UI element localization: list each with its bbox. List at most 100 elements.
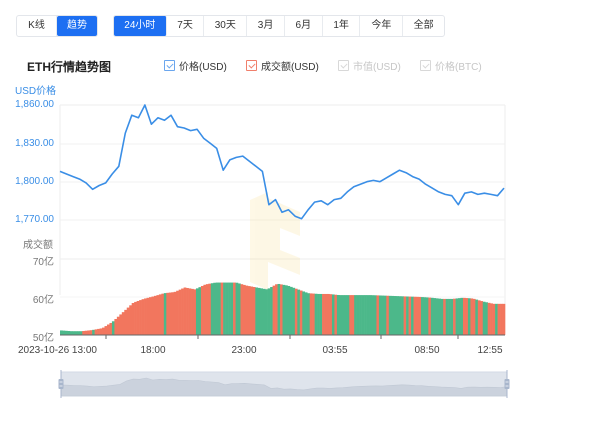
- volume-bar: [440, 298, 444, 335]
- volume-bar: [420, 297, 424, 335]
- volume-bar: [495, 303, 498, 335]
- price-plot-frame: [59, 104, 506, 333]
- volume-bar: [250, 286, 254, 335]
- volume-bar: [223, 282, 226, 335]
- price-ytick: 1,770.00: [15, 214, 54, 225]
- volume-bar: [106, 324, 110, 335]
- kline-button[interactable]: K线: [17, 16, 57, 36]
- volume-bar: [74, 331, 78, 335]
- volume-bar: [141, 299, 145, 335]
- volume-bar: [272, 285, 276, 335]
- x-axis-label: 2023-10-26 13:00: [18, 345, 97, 356]
- price-ytick: 1,830.00: [15, 138, 54, 149]
- range-all-button[interactable]: 全部: [413, 20, 434, 31]
- volume-bar: [430, 297, 434, 335]
- volume-bar: [386, 295, 390, 335]
- x-axis-label: 12:55: [477, 345, 503, 356]
- slider-right-handle[interactable]: [504, 370, 510, 398]
- volume-bar: [161, 293, 165, 335]
- range-30d-button[interactable]: 30天: [204, 16, 248, 36]
- watermark-logo-icon: [250, 192, 300, 290]
- view-mode-toggle: K线 趋势: [16, 15, 98, 37]
- volume-bar: [134, 301, 137, 335]
- price-line: [59, 104, 505, 220]
- slider-left-handle[interactable]: [58, 370, 64, 398]
- range-6m-button[interactable]: 6月: [285, 16, 323, 36]
- volume-bar: [356, 295, 360, 335]
- volume-bar: [346, 295, 350, 335]
- volume-bar: [477, 300, 481, 335]
- chart-title: ETH行情趋势图: [27, 60, 112, 74]
- volume-bar: [240, 284, 244, 335]
- volume-bar: [166, 292, 170, 335]
- volume-bar: [294, 288, 298, 335]
- volume-bar: [210, 283, 214, 335]
- volume-bar: [359, 295, 362, 335]
- volume-bar: [247, 286, 251, 335]
- volume-bar: [289, 286, 293, 335]
- price-ytick: 1,800.00: [15, 176, 54, 187]
- volume-bar: [475, 299, 479, 335]
- volume-bar: [327, 293, 330, 335]
- volume-bar: [265, 289, 268, 335]
- volume-bar: [64, 330, 68, 335]
- volume-bar: [173, 291, 177, 335]
- volume-bar: [181, 288, 184, 335]
- volume-bar: [69, 331, 73, 335]
- volume-bar: [369, 295, 372, 335]
- checkbox-checked-icon[interactable]: [246, 60, 257, 71]
- legend-price-usd[interactable]: 价格(USD): [164, 58, 227, 73]
- range-1y-button[interactable]: 1年: [323, 16, 361, 36]
- volume-bar: [82, 331, 86, 335]
- volume-bar: [149, 297, 152, 335]
- volume-bar: [104, 326, 108, 335]
- volume-bar: [502, 303, 506, 335]
- volume-bar: [450, 298, 454, 335]
- volume-bar: [242, 284, 246, 335]
- range-24h-button[interactable]: 24小时: [114, 16, 167, 36]
- volume-bar: [280, 284, 283, 335]
- volume-bar: [200, 285, 204, 335]
- volume-bar: [366, 295, 370, 335]
- legend-label: 市值(USD): [353, 62, 401, 73]
- volume-bar: [111, 321, 115, 335]
- volume-bar: [418, 296, 422, 335]
- volume-bar: [349, 295, 353, 335]
- volume-bar: [480, 301, 484, 335]
- volume-bar: [309, 293, 313, 335]
- x-axis-label: 18:00: [140, 345, 166, 356]
- volume-bar: [163, 293, 167, 335]
- volume-bar: [94, 329, 98, 335]
- checkbox-icon[interactable]: [420, 60, 431, 71]
- volume-bar: [462, 297, 466, 335]
- volume-bar: [351, 295, 355, 335]
- volume-bar: [156, 295, 160, 335]
- legend-label: 价格(BTC): [435, 62, 482, 73]
- volume-bar: [193, 289, 197, 335]
- volume-bar: [443, 298, 446, 335]
- legend-price-btc[interactable]: 价格(BTC): [420, 58, 482, 73]
- volume-bar: [406, 296, 409, 335]
- volume-bar: [458, 298, 461, 335]
- checkbox-icon[interactable]: [338, 60, 349, 71]
- volume-bar: [299, 290, 303, 335]
- data-zoom-slider[interactable]: [58, 370, 510, 398]
- volume-bar: [314, 293, 318, 335]
- range-ytd-button[interactable]: 今年: [360, 16, 404, 36]
- checkbox-checked-icon[interactable]: [164, 60, 175, 71]
- volume-bar: [195, 288, 199, 335]
- volume-bar: [146, 297, 150, 335]
- volume-bar: [84, 330, 88, 335]
- volume-bar: [401, 296, 404, 335]
- volume-bar: [277, 283, 281, 335]
- volume-bar: [183, 287, 187, 335]
- volume-bar: [178, 289, 182, 335]
- trend-button[interactable]: 趋势: [57, 16, 97, 36]
- volume-bar: [102, 327, 105, 335]
- legend-volume-usd[interactable]: 成交额(USD): [246, 58, 319, 73]
- volume-bar: [99, 328, 103, 335]
- range-7d-button[interactable]: 7天: [167, 16, 205, 36]
- volume-bar: [398, 296, 402, 335]
- range-3m-button[interactable]: 3月: [247, 16, 285, 36]
- legend-marketcap-usd[interactable]: 市值(USD): [338, 58, 401, 73]
